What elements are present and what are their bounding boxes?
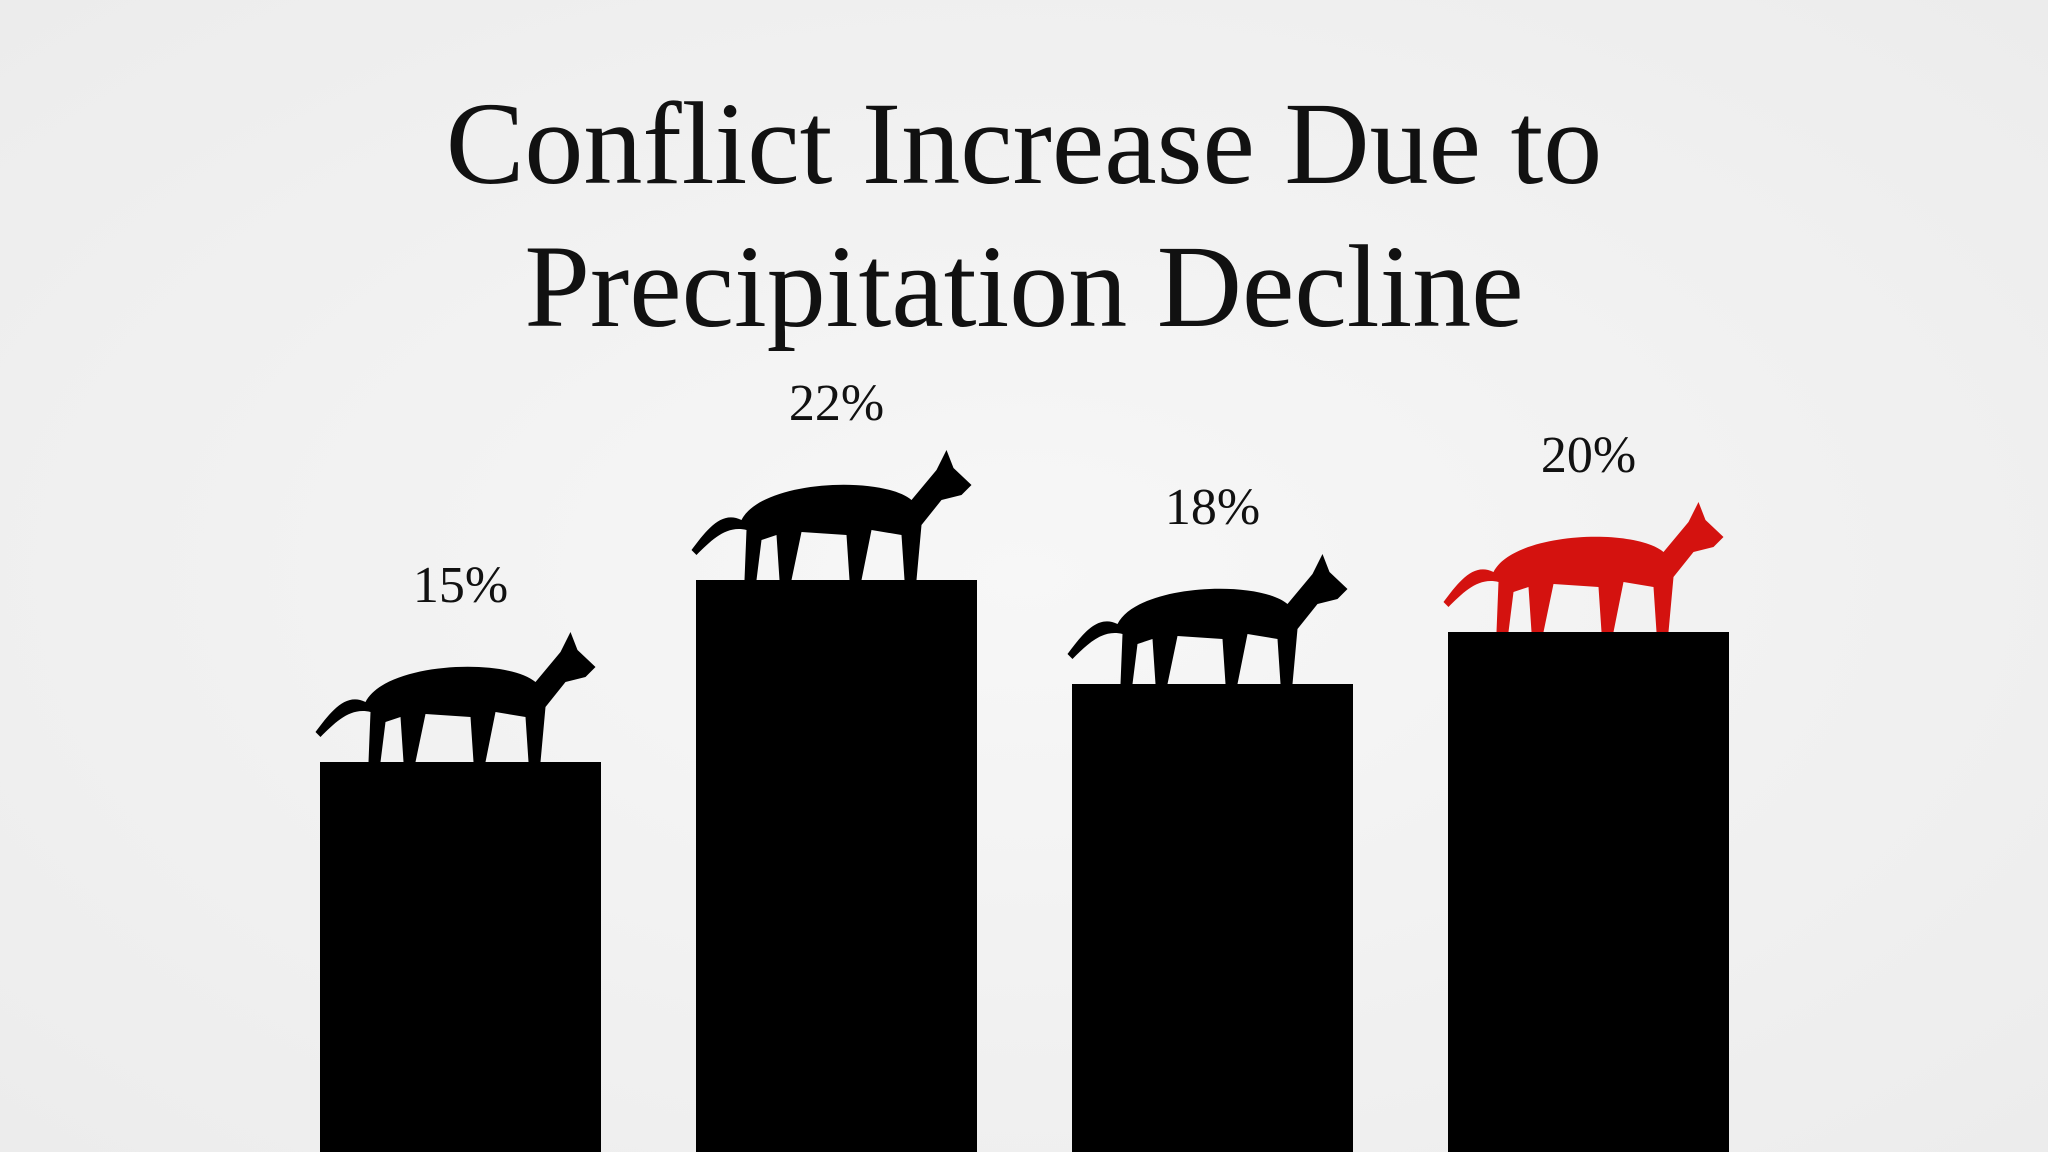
value-label: 20%	[1541, 427, 1636, 484]
chart-title: Conflict Increase Due to Precipitation D…	[445, 78, 1603, 352]
animal-silhouette	[1067, 554, 1348, 684]
value-label: 15%	[413, 557, 508, 614]
value-label: 18%	[1165, 479, 1260, 536]
animal-silhouette	[1443, 502, 1724, 632]
bar	[1072, 684, 1353, 1152]
bar	[696, 580, 977, 1152]
animal-silhouette	[315, 632, 596, 762]
bar	[1448, 632, 1729, 1152]
bar	[320, 762, 601, 1152]
value-label: 22%	[789, 375, 884, 432]
animal-silhouette	[691, 450, 972, 580]
